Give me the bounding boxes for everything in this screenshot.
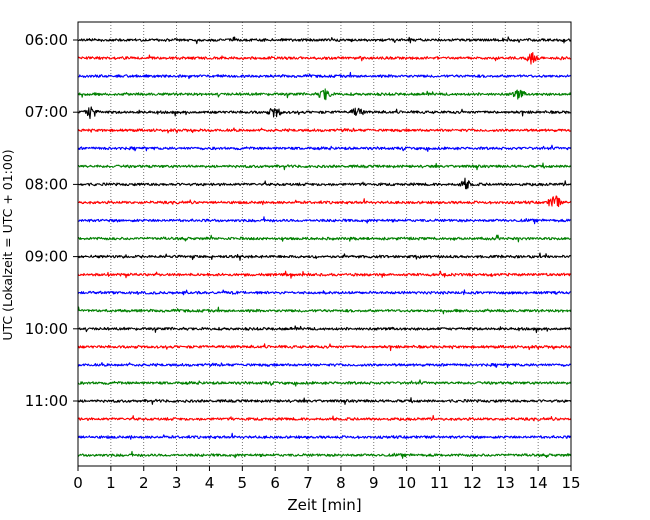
trace-0945: [77, 306, 572, 315]
trace-1045: [77, 379, 572, 387]
trace-0645: [77, 88, 572, 101]
x-tick-label: 0: [73, 474, 83, 492]
trace-lines: [77, 36, 572, 459]
x-tick-label: 15: [561, 474, 580, 492]
x-axis-ticks: 0 1 2 3 4 5 6 7 8 9 10 11 12 13 14 15: [73, 466, 581, 492]
trace-0600: [77, 36, 572, 45]
y-axis-ticks: 06:00 07:00 08:00 09:00 10:00 11:00: [25, 31, 78, 410]
x-tick-label: 2: [139, 474, 149, 492]
trace-1145: [77, 450, 572, 459]
trace-0730: [77, 144, 572, 152]
x-tick-label: 12: [463, 474, 482, 492]
trace-0830: [77, 216, 571, 225]
x-tick-label: 1: [106, 474, 116, 492]
trace-0800: [77, 177, 572, 190]
y-axis-label: UTC (Lokalzeit = UTC + 01:00): [0, 149, 15, 340]
trace-0915: [77, 270, 572, 279]
y-tick-label: 09:00: [25, 248, 68, 266]
x-tick-label: 5: [238, 474, 248, 492]
trace-0845: [77, 234, 571, 243]
vertical-gridlines: [110, 22, 539, 466]
x-tick-label: 13: [496, 474, 515, 492]
x-axis-label: Zeit [min]: [287, 496, 361, 514]
y-tick-label: 08:00: [25, 175, 68, 193]
trace-0700: [77, 106, 571, 120]
plot-frame: [77, 21, 572, 467]
y-tick-label: 06:00: [25, 31, 68, 49]
x-tick-label: 8: [336, 474, 346, 492]
trace-0900: [77, 252, 572, 261]
x-tick-label: 9: [369, 474, 379, 492]
trace-1115: [77, 414, 572, 422]
x-tick-label: 6: [270, 474, 280, 492]
trace-1130: [77, 432, 572, 440]
x-tick-label: 3: [172, 474, 182, 492]
x-tick-label: 11: [430, 474, 449, 492]
trace-0715: [77, 127, 571, 134]
x-tick-label: 7: [303, 474, 313, 492]
trace-1100: [77, 397, 572, 405]
trace-1015: [77, 343, 572, 352]
trace-1000: [77, 325, 571, 334]
y-tick-label: 11:00: [25, 392, 68, 410]
trace-0930: [77, 289, 571, 296]
y-tick-label: 07:00: [25, 103, 68, 121]
trace-0630: [77, 71, 571, 80]
x-tick-label: 10: [397, 474, 416, 492]
y-tick-label: 10:00: [25, 320, 68, 338]
trace-1030: [77, 362, 572, 368]
x-tick-label: 4: [205, 474, 215, 492]
x-tick-label: 14: [529, 474, 548, 492]
trace-0745: [77, 162, 572, 171]
trace-0815: [77, 195, 572, 208]
trace-0615: [77, 51, 572, 65]
